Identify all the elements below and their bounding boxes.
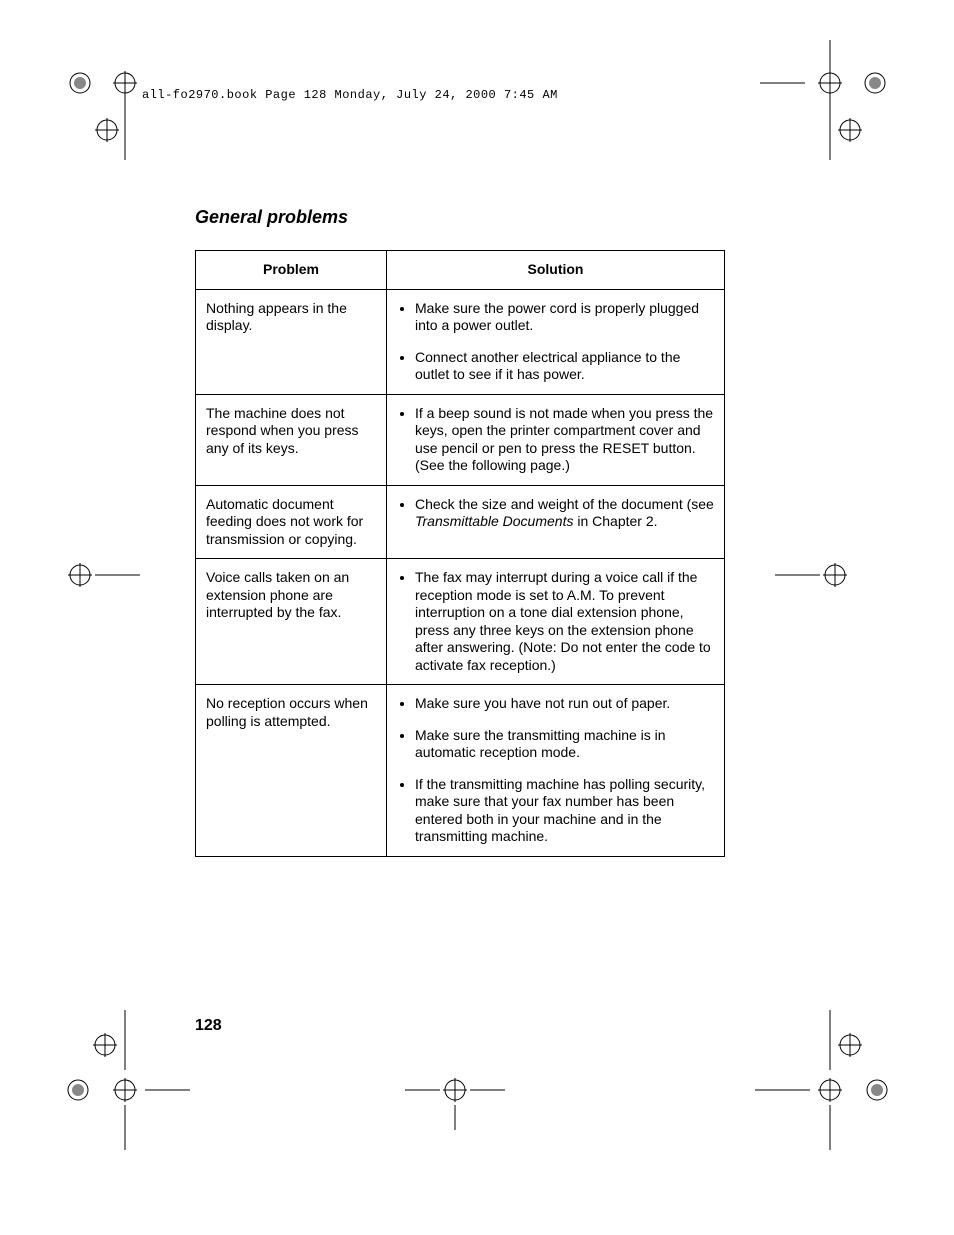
solution-cell: If a beep sound is not made when you pre… <box>387 394 725 485</box>
reg-mark-bottom-left <box>60 1010 190 1150</box>
solution-item: If a beep sound is not made when you pre… <box>415 405 714 475</box>
solution-cell: Make sure you have not run out of paper.… <box>387 685 725 857</box>
solution-item: Make sure the transmitting machine is in… <box>415 727 714 762</box>
section-title: General problems <box>195 207 725 228</box>
solution-item: If the transmitting machine has polling … <box>415 776 714 846</box>
solution-item: Make sure you have not run out of paper. <box>415 695 714 713</box>
solution-item: Make sure the power cord is properly plu… <box>415 300 714 335</box>
reg-mark-bottom-center <box>405 1070 505 1130</box>
header-slug: all-fo2970.book Page 128 Monday, July 24… <box>142 88 558 102</box>
table-row: No reception occurs when polling is atte… <box>196 685 725 857</box>
problem-cell: No reception occurs when polling is atte… <box>196 685 387 857</box>
problem-cell: Automatic document feeding does not work… <box>196 485 387 559</box>
problem-cell: The machine does not respond when you pr… <box>196 394 387 485</box>
reg-mark-left-mid <box>60 555 140 595</box>
table-row: Voice calls taken on an extension phone … <box>196 559 725 685</box>
solution-cell: Make sure the power cord is properly plu… <box>387 289 725 394</box>
solution-item: Connect another electrical appliance to … <box>415 349 714 384</box>
solution-item: Check the size and weight of the documen… <box>415 496 714 531</box>
table-row: Nothing appears in the display. Make sur… <box>196 289 725 394</box>
table-row: Automatic document feeding does not work… <box>196 485 725 559</box>
reg-mark-bottom-right <box>755 1010 900 1150</box>
reg-mark-top-right <box>760 40 900 160</box>
solution-item: The fax may interrupt during a voice cal… <box>415 569 714 674</box>
problems-table: Problem Solution Nothing appears in the … <box>195 250 725 857</box>
solution-cell: The fax may interrupt during a voice cal… <box>387 559 725 685</box>
solution-cell: Check the size and weight of the documen… <box>387 485 725 559</box>
problem-cell: Nothing appears in the display. <box>196 289 387 394</box>
page-number: 128 <box>195 1017 222 1035</box>
reg-mark-right-mid <box>775 555 855 595</box>
table-row: The machine does not respond when you pr… <box>196 394 725 485</box>
page-content: General problems Problem Solution Nothin… <box>195 207 725 857</box>
col-header-problem: Problem <box>196 251 387 290</box>
reg-mark-top-left <box>65 40 185 160</box>
col-header-solution: Solution <box>387 251 725 290</box>
problem-cell: Voice calls taken on an extension phone … <box>196 559 387 685</box>
